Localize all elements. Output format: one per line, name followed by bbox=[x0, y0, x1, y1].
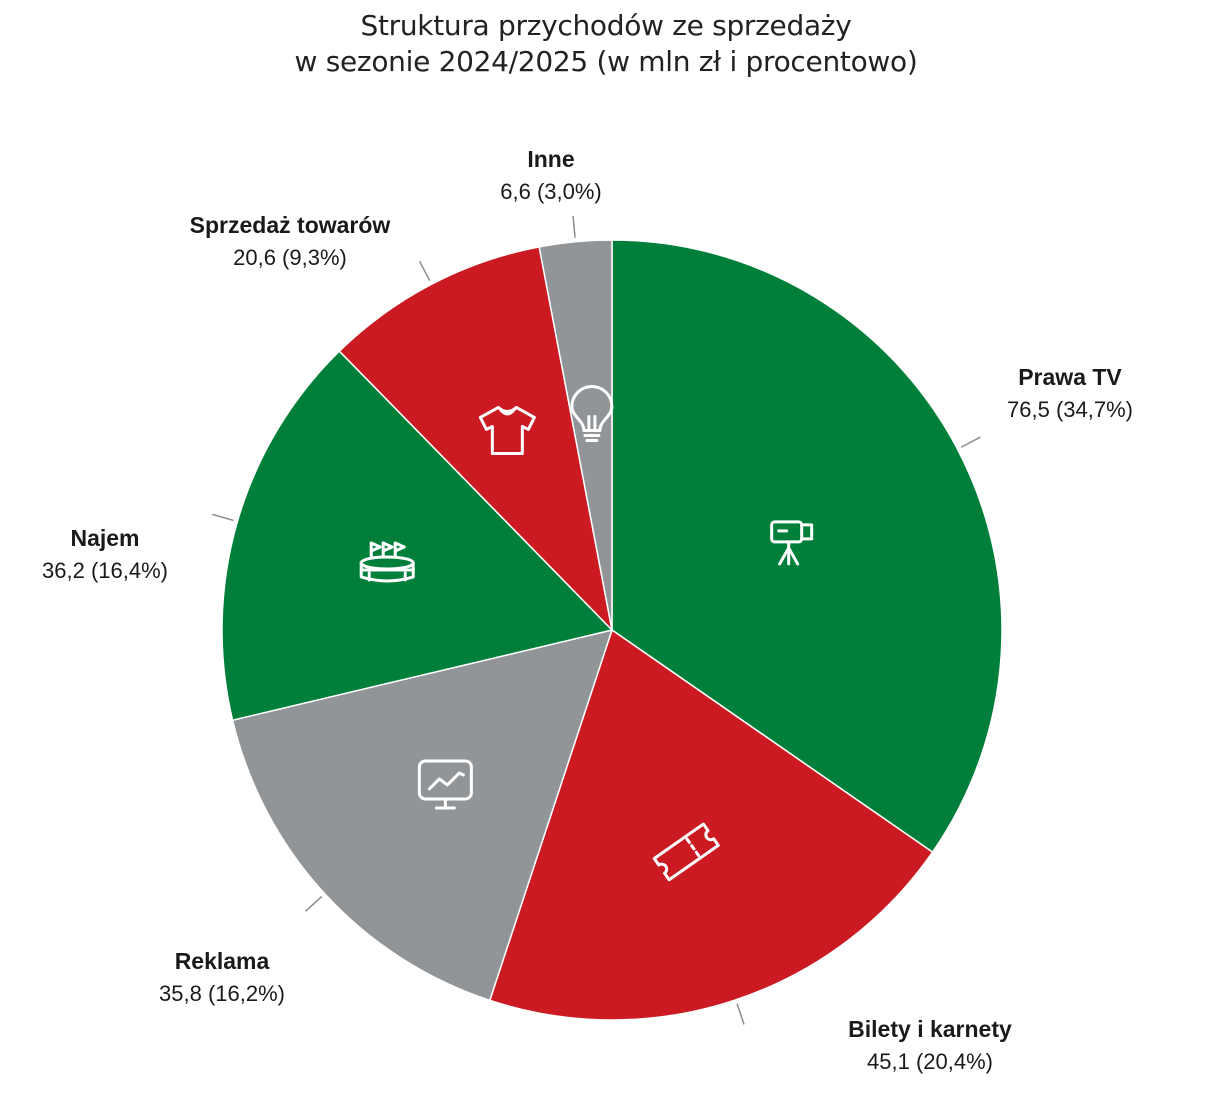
pie-slice-bilety-i-karnety bbox=[488, 628, 934, 1021]
slice-value-inne: 6,6 (3,0%) bbox=[500, 179, 602, 204]
chart-title-line-1: Struktura przychodów ze sprzedaży bbox=[360, 9, 852, 42]
slice-value-prawa-tv: 76,5 (34,7%) bbox=[1007, 397, 1133, 422]
monitor-chart-icon bbox=[417, 759, 473, 810]
pie-slice-prawa-tv bbox=[611, 239, 1003, 854]
pie-slice-sprzedaz-towarow bbox=[338, 245, 614, 633]
slice-label-prawa-tv: Prawa TV bbox=[1018, 364, 1122, 390]
ticket-icon bbox=[652, 822, 720, 882]
chart-title-line-2: w sezonie 2024/2025 (w mln zł i procento… bbox=[294, 45, 918, 78]
slice-value-sprzedaz-towarow: 20,6 (9,3%) bbox=[233, 245, 347, 270]
pie-slice-najem bbox=[221, 350, 614, 722]
slice-value-najem: 36,2 (16,4%) bbox=[42, 558, 168, 583]
slice-value-reklama: 35,8 (16,2%) bbox=[159, 981, 285, 1006]
leader-line-prawa-tv bbox=[960, 436, 981, 448]
slice-label-reklama: Reklama bbox=[175, 948, 270, 974]
leader-line-sprzedaz-towarow bbox=[418, 260, 431, 282]
leader-line-najem bbox=[212, 513, 234, 522]
stadium-icon bbox=[359, 541, 415, 583]
leader-line-bilety-i-karnety bbox=[736, 1003, 745, 1025]
leader-line-inne bbox=[572, 215, 576, 238]
leader-line-reklama bbox=[305, 895, 323, 912]
pie-slice-reklama bbox=[231, 628, 614, 1002]
slice-label-najem: Najem bbox=[70, 525, 139, 551]
lightbulb-icon bbox=[570, 385, 614, 442]
slice-label-sprzedaz-towarow: Sprzedaż towarów bbox=[190, 212, 391, 238]
video-camera-icon bbox=[770, 520, 814, 566]
slice-value-bilety-i-karnety: 45,1 (20,4%) bbox=[867, 1049, 993, 1074]
slice-label-inne: Inne bbox=[527, 146, 574, 172]
slice-label-bilety-i-karnety: Bilety i karnety bbox=[848, 1016, 1012, 1042]
chart-title: Struktura przychodów ze sprzedaży w sezo… bbox=[0, 8, 1212, 80]
tshirt-icon bbox=[478, 405, 536, 455]
pie-slice-inne bbox=[538, 239, 613, 631]
